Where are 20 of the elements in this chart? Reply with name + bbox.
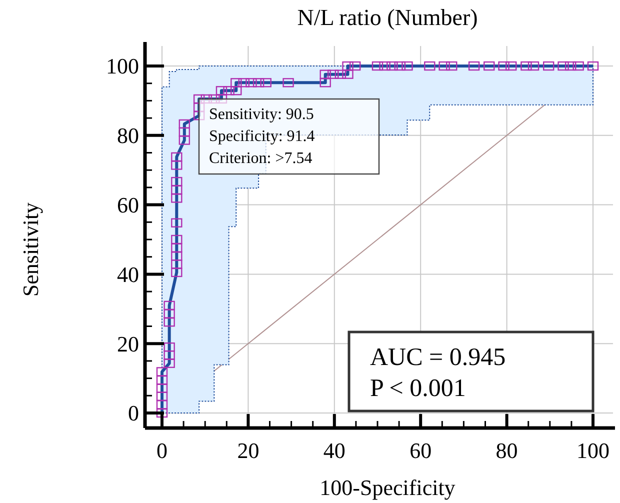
annotation: P < 0.001: [370, 375, 466, 402]
x-tick-label: 20: [237, 438, 260, 463]
y-tick-label: 80: [117, 123, 139, 148]
y-tick-label: 40: [117, 262, 139, 287]
annotation: Specificity: 91.4: [209, 128, 315, 145]
annotation: AUC = 0.945: [370, 344, 506, 371]
y-tick-label: 20: [117, 331, 139, 356]
x-tick-label: 40: [323, 438, 346, 463]
chart-title: N/L ratio (Number): [297, 5, 478, 30]
x-tick-label: 100: [576, 438, 610, 463]
y-tick-label: 0: [128, 400, 139, 426]
y-tick-label: 100: [106, 54, 139, 79]
x-axis-title: 100-Specificity: [320, 475, 456, 500]
annotation: Criterion: >7.54: [209, 150, 312, 167]
x-tick-label: 0: [156, 438, 168, 463]
y-axis-title: Sensitivity: [18, 202, 43, 297]
y-tick-label: 60: [117, 192, 139, 218]
x-tick-label: 80: [496, 438, 518, 463]
annotation: Sensitivity: 90.5: [209, 106, 314, 123]
x-tick-label: 60: [410, 438, 432, 463]
